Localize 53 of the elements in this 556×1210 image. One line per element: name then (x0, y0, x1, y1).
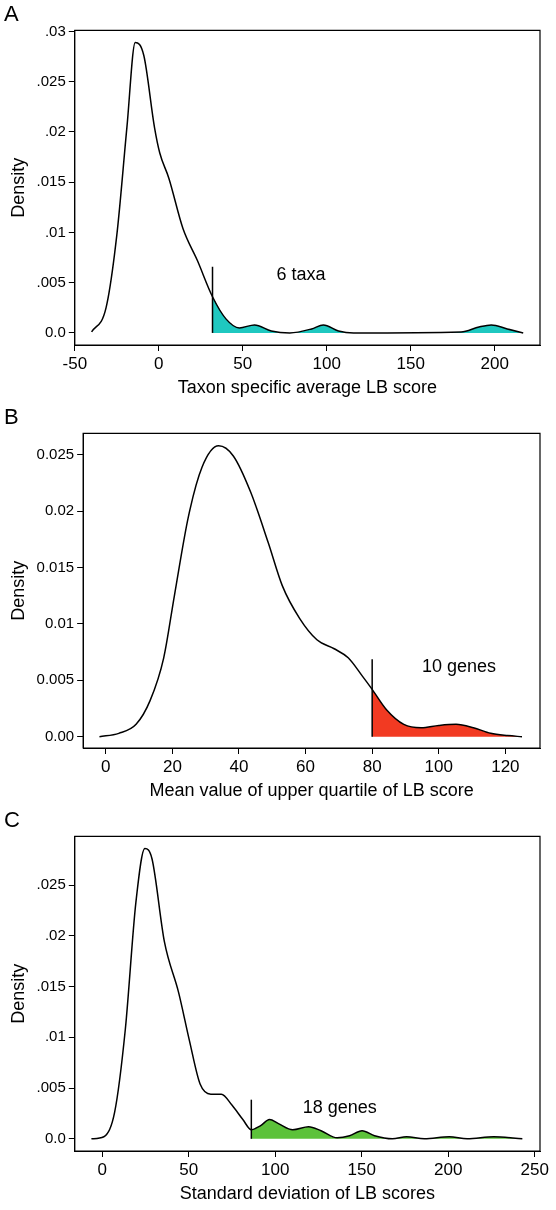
y-tick-label: .02 (44, 122, 66, 140)
x-tick-label: 40 (229, 756, 249, 776)
y-tick-label: 0.025 (36, 444, 75, 462)
y-axis-title: Density (7, 963, 28, 1024)
chart-title: C (4, 807, 20, 833)
annotation: 6 taxa (276, 263, 327, 284)
y-tick-label: .015 (36, 172, 66, 190)
x-tick-label: 50 (179, 1159, 199, 1179)
y-tick-label: .03 (44, 21, 66, 39)
x-tick-label: 60 (296, 756, 316, 776)
x-tick-label: 0 (101, 756, 111, 776)
y-tick-label: 0.00 (44, 726, 75, 744)
y-axis-title: Density (7, 560, 28, 621)
y-tick-label: 0.015 (36, 557, 75, 575)
x-axis-title: Taxon specific average LB score (177, 377, 437, 398)
y-tick-label: .015 (36, 976, 66, 994)
x-tick-label: 100 (261, 1159, 290, 1179)
chart-title: A (4, 1, 19, 27)
chart-title: B (4, 404, 19, 430)
y-tick-label: .01 (44, 222, 66, 240)
line-series (90, 847, 524, 1140)
x-tick-label: 50 (233, 353, 253, 373)
y-tick-label: .01 (44, 1027, 66, 1045)
y-tick-label: .005 (36, 1078, 66, 1096)
x-tick-label: 250 (520, 1159, 549, 1179)
annotation: 18 genes (302, 1096, 377, 1117)
x-tick-label: 120 (491, 756, 520, 776)
y-tick-label: .025 (36, 875, 66, 893)
line-series (98, 445, 523, 738)
x-tick-label: -50 (62, 353, 88, 373)
y-tick-label: .025 (36, 71, 66, 89)
line-series (90, 41, 524, 334)
y-tick-label: 0.0 (44, 1128, 66, 1146)
x-axis-title: Mean value of upper quartile of LB score (149, 780, 474, 801)
x-tick-label: 150 (396, 353, 425, 373)
x-tick-label: 100 (312, 353, 341, 373)
x-tick-label: 0 (97, 1159, 107, 1179)
y-tick-label: .02 (44, 925, 66, 943)
y-tick-label: 0.005 (36, 670, 75, 688)
x-axis-title: Standard deviation of LB scores (179, 1183, 435, 1204)
x-tick-label: 200 (480, 353, 509, 373)
x-tick-label: 80 (362, 756, 382, 776)
x-tick-label: 100 (424, 756, 453, 776)
y-tick-label: 0.02 (44, 501, 75, 519)
annotation: 10 genes (421, 656, 497, 677)
x-tick-label: 150 (347, 1159, 376, 1179)
x-tick-label: 20 (162, 756, 182, 776)
y-tick-label: 0.0 (44, 323, 66, 341)
y-tick-label: 0.01 (44, 614, 75, 632)
x-tick-label: 200 (434, 1159, 463, 1179)
y-axis-title: Density (7, 157, 28, 218)
y-tick-label: .005 (36, 272, 66, 290)
x-tick-label: 0 (154, 353, 164, 373)
